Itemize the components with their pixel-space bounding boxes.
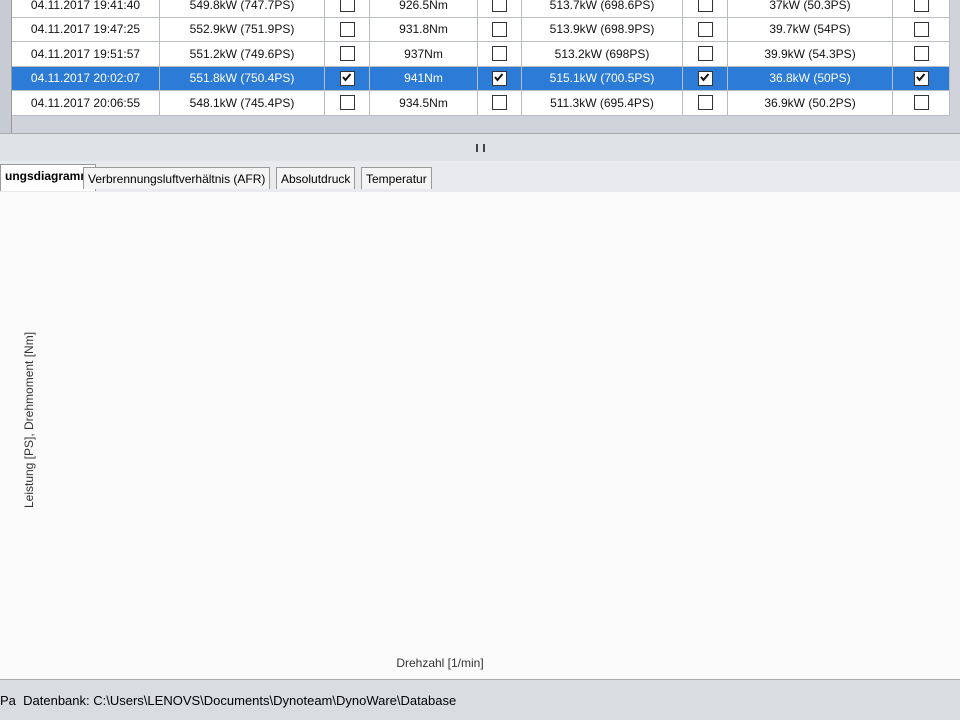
- checkbox[interactable]: [339, 21, 355, 37]
- table-cell: 926.5Nm: [370, 0, 478, 18]
- table-cell: 931.8Nm: [370, 17, 478, 42]
- check-mark: 0200400600800100015002000250030003500400…: [341, 73, 351, 82]
- checkbox-cell[interactable]: [893, 17, 950, 42]
- checkbox-cell[interactable]: [683, 0, 728, 18]
- table-cell: 511.3kW (695.4PS): [522, 91, 683, 116]
- checkbox[interactable]: [492, 0, 507, 13]
- checkbox[interactable]: [339, 46, 355, 62]
- tab-strip: ungsdiagramm Verbrennungsluftverhältnis (…: [0, 161, 960, 193]
- table-cell: 513.7kW (698.6PS): [522, 0, 683, 18]
- tab[interactable]: Temperatur: [361, 167, 432, 189]
- checkbox-cell[interactable]: [893, 0, 950, 18]
- checkbox[interactable]: [339, 95, 355, 111]
- check-mark: [699, 73, 709, 82]
- chart: Drehzahl [1/min] Leistung [PS], Drehmome…: [0, 192, 960, 679]
- table-cell: 513.2kW (698PS): [522, 42, 683, 67]
- table-cell: 551.2kW (749.6PS): [160, 42, 325, 67]
- checkbox[interactable]: [913, 95, 929, 111]
- checkbox[interactable]: [492, 46, 507, 62]
- table-cell: 934.5Nm: [370, 91, 478, 116]
- checkbox[interactable]: [697, 95, 713, 111]
- table-cell: 04.11.2017 19:41:40: [12, 0, 160, 18]
- checkbox-cell[interactable]: [478, 0, 522, 18]
- checkbox[interactable]: [339, 0, 355, 13]
- checkbox[interactable]: [913, 21, 929, 37]
- table-cell: 39.7kW (54PS): [728, 17, 893, 42]
- table-cell: 941Nm: [370, 66, 478, 91]
- table-cell: 513.9kW (698.9PS): [522, 17, 683, 42]
- checkbox[interactable]: [913, 0, 929, 13]
- checkbox-cell[interactable]: [893, 91, 950, 116]
- table-cell: 36.9kW (50.2PS): [728, 91, 893, 116]
- checkbox[interactable]: [697, 46, 713, 62]
- checkbox-cell[interactable]: [325, 0, 370, 18]
- grip: [476, 144, 485, 152]
- checkbox-cell[interactable]: [683, 66, 728, 91]
- tab[interactable]: Verbrennungsluftverhältnis (AFR): [83, 167, 271, 189]
- checkbox-cell[interactable]: [478, 91, 522, 116]
- checkbox-cell[interactable]: [478, 42, 522, 67]
- checkbox-cell[interactable]: 0200400600800100015002000250030003500400…: [325, 66, 370, 91]
- tab[interactable]: ungsdiagramm: [0, 164, 97, 191]
- status-unit: Pa: [0, 693, 16, 708]
- status-bar: Pa Datenbank: C:\Users\LENOVS\Documents\…: [0, 679, 960, 720]
- table-cell: 04.11.2017 19:47:25: [12, 17, 160, 42]
- table-cell: 04.11.2017 20:02:07: [12, 66, 160, 91]
- splitter[interactable]: [0, 133, 960, 161]
- data-table: 04.11.2017 19:41:40 549.8kW (747.7PS) 926.…: [0, 0, 960, 133]
- checkbox-cell[interactable]: [478, 17, 522, 42]
- checkbox[interactable]: [697, 21, 713, 37]
- row-header-column: [0, 0, 12, 133]
- checkbox-cell[interactable]: [893, 66, 950, 91]
- table-cell: 552.9kW (751.9PS): [160, 17, 325, 42]
- check-mark: [494, 73, 504, 82]
- checkbox-cell[interactable]: [683, 91, 728, 116]
- checkbox[interactable]: [697, 70, 713, 86]
- status-database: Datenbank: C:\Users\LENOVS\Documents\Dyn…: [23, 693, 457, 708]
- table-cell: 937Nm: [370, 42, 478, 67]
- table-cell: 04.11.2017 19:51:57: [12, 42, 160, 67]
- checkbox[interactable]: [697, 0, 713, 13]
- tab[interactable]: Absolutdruck: [276, 167, 356, 189]
- checkbox-cell[interactable]: [893, 42, 950, 67]
- checkbox-cell[interactable]: [683, 17, 728, 42]
- checkbox-cell[interactable]: [683, 42, 728, 67]
- chart-panel: [0, 192, 960, 679]
- table-cell: 515.1kW (700.5PS): [522, 66, 683, 91]
- checkbox[interactable]: [492, 70, 507, 86]
- table-cell: 549.8kW (747.7PS): [160, 0, 325, 18]
- checkbox[interactable]: [913, 70, 929, 86]
- checkbox-cell[interactable]: [325, 91, 370, 116]
- checkbox-cell[interactable]: [478, 66, 522, 91]
- checkbox[interactable]: [913, 46, 929, 62]
- checkbox[interactable]: 0200400600800100015002000250030003500400…: [339, 70, 355, 86]
- table-cell: 39.9kW (54.3PS): [728, 42, 893, 67]
- table-cell: 551.8kW (750.4PS): [160, 66, 325, 91]
- x-axis-label: Drehzahl [1/min]: [396, 656, 483, 670]
- checkbox[interactable]: [492, 95, 507, 111]
- table-cell: 37kW (50.3PS): [728, 0, 893, 18]
- table-cell: 548.1kW (745.4PS): [160, 91, 325, 116]
- y-axis-label: Leistung [PS], Drehmoment [Nm]: [22, 332, 36, 508]
- checkbox-cell[interactable]: [325, 17, 370, 42]
- check-mark: [915, 73, 925, 82]
- checkbox-cell[interactable]: [325, 42, 370, 67]
- table-cell: 36.8kW (50PS): [728, 66, 893, 91]
- checkbox[interactable]: [492, 21, 507, 37]
- table-cell: 04.11.2017 20:06:55: [12, 91, 160, 116]
